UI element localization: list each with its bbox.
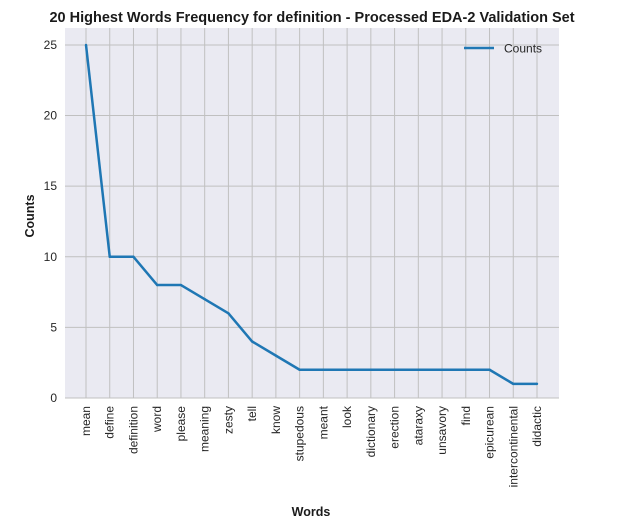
data-point-erection xyxy=(393,368,396,371)
x-tick-label-epicurean: epicurean xyxy=(483,406,497,459)
x-tick-label-ataraxy: ataraxy xyxy=(411,406,425,445)
x-tick-label-stupedous: stupedous xyxy=(293,406,307,461)
x-tick-label-definition: definition xyxy=(126,406,140,454)
x-tick-label-didactic: didactic xyxy=(530,406,544,447)
x-tick-label-dictionary: dictionary xyxy=(364,406,378,457)
legend: Counts xyxy=(464,42,542,56)
y-axis-label: Counts xyxy=(23,194,37,237)
y-tick-label: 15 xyxy=(44,179,58,193)
data-point-dictionary xyxy=(369,368,373,371)
data-point-mean xyxy=(84,43,88,47)
data-point-tell xyxy=(250,340,254,343)
y-axis: 0 5 10 15 20 25 xyxy=(44,38,58,405)
x-tick-label-know: know xyxy=(269,406,283,434)
legend-label-counts: Counts xyxy=(504,42,542,56)
x-tick-label-meant: meant xyxy=(316,405,330,439)
data-point-look xyxy=(345,368,349,371)
plot-area xyxy=(65,28,559,398)
x-tick-label-erection: erection xyxy=(388,406,402,449)
data-point-word xyxy=(156,283,159,287)
y-tick-label: 10 xyxy=(44,250,58,264)
data-point-intercontinental xyxy=(512,382,515,386)
data-point-unsavory xyxy=(440,368,444,371)
data-point-define xyxy=(108,255,111,258)
data-point-stupedous xyxy=(298,368,301,371)
x-tick-label-please: please xyxy=(174,406,188,442)
grid-lines xyxy=(65,28,559,399)
y-tick-label: 5 xyxy=(50,320,57,334)
data-point-please xyxy=(179,283,183,287)
x-axis: mean define definition word please meaning zes… xyxy=(79,405,544,487)
data-point-meaning xyxy=(203,297,206,301)
data-point-didactic xyxy=(535,382,539,386)
series-line-counts xyxy=(84,44,537,386)
x-tick-label-look: look xyxy=(340,405,354,428)
x-tick-label-define: define xyxy=(103,406,117,439)
data-point-ataraxy xyxy=(417,368,420,371)
data-point-meant xyxy=(322,368,325,371)
y-tick-label: 25 xyxy=(44,38,58,52)
x-axis-label: Words xyxy=(292,505,331,519)
x-tick-label-zesty: zesty xyxy=(221,406,235,434)
data-point-epicurean xyxy=(488,368,491,371)
chart-title: 20 Highest Words Frequency for definitio… xyxy=(49,10,574,26)
data-point-know xyxy=(274,354,278,357)
x-tick-label-find: find xyxy=(459,406,473,425)
x-tick-label-meaning: meaning xyxy=(198,406,212,452)
x-tick-label-tell: tell xyxy=(245,406,259,421)
x-tick-label-mean: mean xyxy=(79,406,93,436)
x-tick-label-word: word xyxy=(150,406,164,433)
x-tick-label-unsavory: unsavory xyxy=(435,406,449,455)
series-group xyxy=(84,43,539,386)
data-point-find xyxy=(464,368,467,371)
data-point-zesty xyxy=(227,312,230,315)
data-point-definition xyxy=(132,255,135,258)
y-tick-label: 0 xyxy=(50,391,57,405)
x-tick-label-intercontinental: intercontinental xyxy=(506,406,520,487)
y-tick-label: 20 xyxy=(44,109,58,123)
